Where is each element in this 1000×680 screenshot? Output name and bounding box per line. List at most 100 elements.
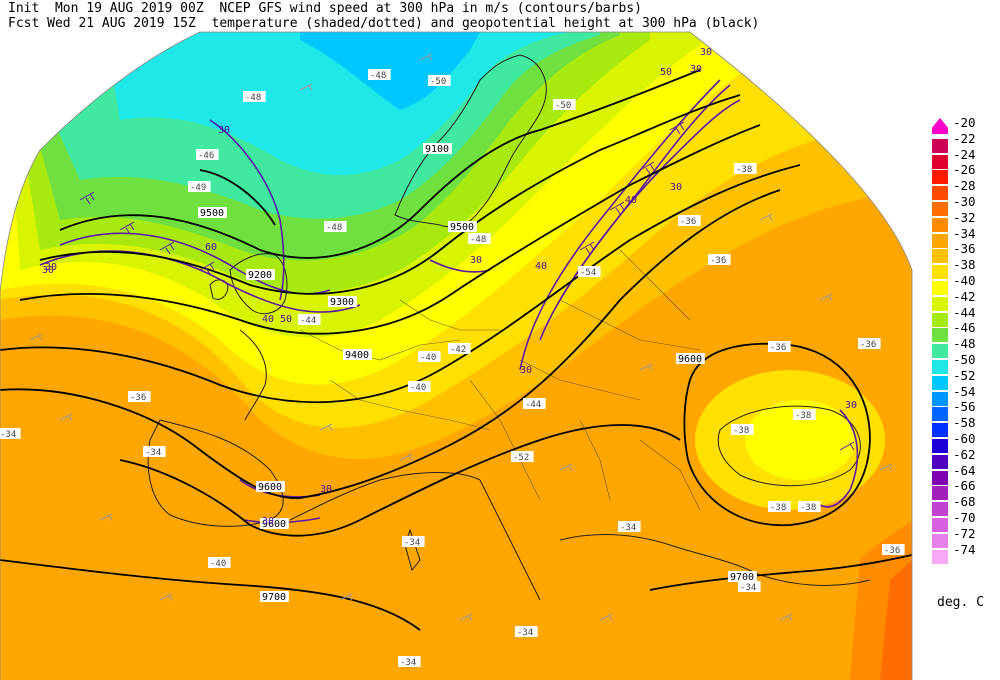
- temperature-label: -52: [513, 453, 529, 463]
- temperature-label: -40: [420, 353, 436, 363]
- temperature-label-bg: [402, 536, 425, 547]
- temperature-label: -49: [190, 183, 206, 193]
- temperature-label: -36: [884, 546, 900, 556]
- colorbar-swatch: [932, 344, 948, 359]
- wind-contour-label: 30: [262, 516, 274, 527]
- colorbar-swatch: [932, 423, 948, 438]
- colorbar-level-label: -38: [953, 257, 976, 273]
- wind-contour-label: 30: [700, 47, 712, 58]
- temperature-label: -44: [300, 316, 316, 326]
- temperature-label-bg: [196, 149, 219, 160]
- colorbar-level-label: -28: [953, 178, 976, 194]
- temperature-label: -48: [370, 71, 386, 81]
- wind-contour-label: 30: [42, 265, 54, 276]
- temperature-label-bg: [468, 233, 491, 244]
- colorbar-swatch: [932, 502, 948, 517]
- temperature-label-bg: [0, 428, 21, 439]
- colorbar-swatch: [932, 217, 948, 232]
- colorbar-unit-label: deg. C: [937, 595, 984, 610]
- height-contour-label-bg: [676, 353, 705, 364]
- colorbar-level-label: -74: [953, 541, 976, 557]
- colorbar-swatch: [932, 439, 948, 453]
- colorbar-swatch: [932, 391, 948, 406]
- colorbar-level-label: -36: [953, 241, 976, 257]
- wind-contour-label: 30: [320, 484, 332, 495]
- temperature-label-bg: [398, 656, 421, 667]
- temperature-label-bg: [523, 398, 546, 409]
- colorbar-level-label: -30: [953, 194, 976, 209]
- height-contour-label-bg: [448, 221, 477, 232]
- temperature-label: -46: [198, 151, 214, 161]
- height-contour-label-bg: [256, 481, 285, 492]
- height-contour-label: 9500: [200, 208, 224, 219]
- height-contour-label: 9700: [262, 592, 286, 603]
- colorbar-swatch: [932, 170, 948, 185]
- temperature-label: -38: [800, 503, 816, 513]
- height-label-group: 9100 9200 9300 9400 9500 9600 9600 9600 9700 9700…: [198, 143, 757, 603]
- height-contour-label: 9600: [678, 354, 702, 365]
- height-contour-label: 9500: [450, 222, 474, 233]
- colorbar-level-label: -40: [953, 273, 976, 288]
- height-contour-label-bg: [423, 143, 452, 154]
- country-borders: [299, 249, 701, 511]
- temperature-label-bg: [298, 314, 321, 325]
- colorbar-swatch: [932, 296, 948, 311]
- colorbar-level-label: -32: [953, 209, 976, 225]
- temperature-label-bg: [768, 501, 791, 512]
- temperature-label-bg: [734, 163, 757, 174]
- temperature-label-bg: [793, 409, 816, 420]
- temperature-label-bg: [798, 501, 821, 512]
- temperature-label-bg: [882, 544, 905, 555]
- temperature-label-bg: [188, 181, 211, 192]
- colorbar-swatch: [932, 312, 948, 327]
- height-contour-label: 9200: [248, 270, 272, 281]
- temperature-label: -34: [404, 538, 420, 548]
- colorbar-level-label: -54: [953, 383, 976, 399]
- height-contour-label: 9700: [730, 572, 754, 583]
- temp-label-group: -48 -46 -49 -48 -48 -50 -50 -48 -42 -40 -40 -44 -36 -…: [0, 69, 905, 668]
- temperature-label-bg: [143, 446, 166, 457]
- colorbar-level-label: -62: [953, 446, 976, 462]
- temperature-label-bg: [553, 99, 576, 110]
- height-contour-label-bg: [198, 207, 227, 218]
- temperature-label: -38: [736, 165, 752, 175]
- temperature-label: -34: [0, 430, 16, 440]
- temperature-label: -34: [740, 583, 756, 593]
- colorbar-level-label: -20: [953, 115, 976, 130]
- temperature-label-bg: [408, 381, 431, 392]
- temperature-label: -34: [145, 448, 161, 458]
- temperature-label-bg: [738, 581, 761, 592]
- temp-fill-warm-core: [745, 400, 855, 480]
- temperature-label: -48: [245, 93, 261, 103]
- temperature-label: -36: [770, 343, 786, 353]
- height-contour-label-bg: [260, 591, 289, 602]
- temperature-label: -42: [450, 345, 466, 355]
- temperature-label-bg: [768, 341, 791, 352]
- wind-contours: [39, 79, 859, 524]
- colorbar-swatch: [932, 328, 948, 343]
- colorbar-swatch: [932, 533, 948, 548]
- height-contour-label-bg: [328, 296, 357, 307]
- colorbar-level-label: -56: [953, 399, 976, 415]
- colorbar-level-label: -44: [953, 304, 976, 320]
- temperature-label: -40: [210, 559, 226, 569]
- temperature-label: -44: [525, 400, 541, 410]
- temperature-label: -34: [620, 523, 636, 533]
- wind-contour-label: 30: [690, 64, 702, 75]
- temperature-label-bg: [511, 451, 534, 462]
- height-contour-label-bg: [260, 518, 289, 529]
- temperature-label: -34: [517, 628, 533, 638]
- temp-fill-30: [880, 560, 912, 680]
- temperature-label-bg: [618, 521, 641, 532]
- colorbar-level-label: -48: [953, 336, 976, 352]
- colorbar-swatch: [932, 233, 948, 248]
- colorbar-level-label: -60: [953, 431, 976, 446]
- colorbar-swatch: [932, 549, 948, 564]
- height-contour-label-bg: [728, 571, 757, 582]
- colorbar-swatch: [932, 375, 948, 390]
- colorbar-level-label: -26: [953, 162, 976, 178]
- temperature-label-bg: [243, 91, 266, 102]
- map-frame: [0, 31, 913, 680]
- colorbar-swatch: [932, 454, 948, 469]
